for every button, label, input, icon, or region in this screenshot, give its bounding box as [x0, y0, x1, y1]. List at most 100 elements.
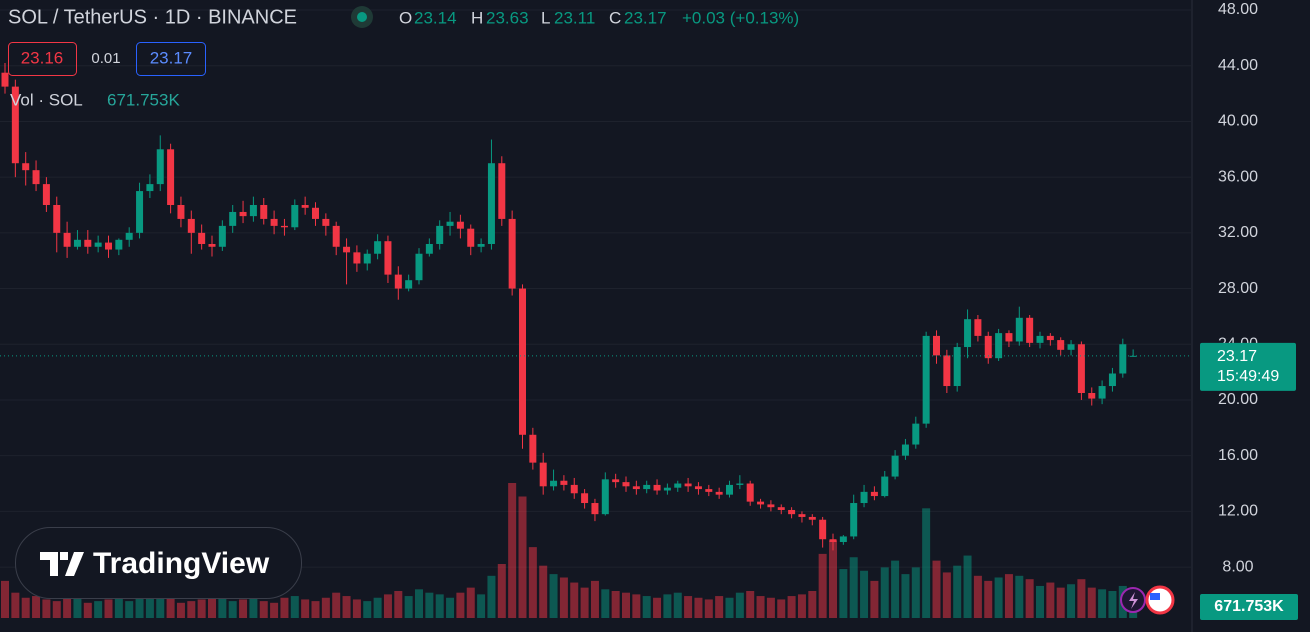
- y-tick-label: 8.00: [1222, 558, 1253, 575]
- candle-body: [301, 204, 309, 208]
- candle-body: [436, 225, 444, 244]
- candle-body: [519, 288, 526, 435]
- candle-body: [32, 170, 40, 185]
- candle-body: [425, 243, 433, 254]
- buy-price[interactable]: 23.17: [150, 48, 193, 67]
- volume-bar: [145, 594, 154, 618]
- volume-bar: [104, 599, 113, 618]
- volume-label-box: [1200, 594, 1298, 620]
- logo-text[interactable]: TradingView: [93, 547, 270, 580]
- volume-bar: [373, 597, 382, 618]
- candle-body: [198, 232, 206, 244]
- volume-bar: [508, 483, 517, 618]
- ohlc-key: L: [541, 8, 550, 27]
- volume-bar: [342, 596, 351, 618]
- volume-bar: [135, 596, 144, 618]
- sell-price[interactable]: 23.16: [21, 48, 64, 67]
- volume-bar: [383, 594, 392, 618]
- volume-bar: [777, 599, 786, 618]
- candle-body: [239, 211, 247, 217]
- volume-bar: [870, 580, 879, 618]
- volume-bar: [797, 594, 806, 618]
- candle-body: [767, 504, 775, 508]
- volume-bar: [1015, 575, 1024, 618]
- status-dot: [357, 12, 367, 22]
- volume-bar: [953, 565, 962, 618]
- volume-bar: [611, 591, 620, 618]
- y-tick-label: 40.00: [1218, 113, 1258, 130]
- volume-bar: [125, 601, 134, 618]
- candle-body: [343, 246, 351, 253]
- symbol-title: SOL / TetherUS · 1D · BINANCE: [8, 6, 297, 28]
- ohlc-key: O: [399, 8, 412, 27]
- candle-body: [777, 507, 785, 510]
- candle-body: [177, 204, 185, 219]
- volume-bar: [114, 597, 123, 618]
- sell-button[interactable]: [8, 42, 77, 76]
- candle-body: [974, 319, 982, 336]
- candle-body: [1, 72, 9, 87]
- price-label: 23.17: [1217, 348, 1257, 365]
- volume-bar: [11, 592, 20, 618]
- volume-bar: [197, 599, 206, 618]
- candle-body: [922, 335, 930, 424]
- candle-body: [912, 423, 920, 445]
- volume-bar: [218, 597, 227, 618]
- candle-body: [1129, 355, 1137, 357]
- countdown: 15:49:49: [1217, 368, 1279, 385]
- candle-body: [1005, 333, 1013, 342]
- candle-body: [560, 480, 568, 485]
- volume-bars: [1, 483, 1138, 618]
- candle-body: [653, 484, 661, 491]
- candle-body: [353, 252, 361, 264]
- candle-body: [674, 483, 682, 488]
- ohlc-value: 23.17: [624, 8, 667, 27]
- volume-bar: [446, 597, 455, 618]
- y-tick-label: 32.00: [1218, 224, 1258, 241]
- volume-bar: [1087, 587, 1096, 618]
- volume-bar: [849, 557, 858, 618]
- volume-bar: [673, 592, 682, 618]
- volume-bar: [83, 602, 92, 618]
- volume-bar: [570, 582, 579, 618]
- ohlc-key: H: [471, 8, 483, 27]
- candle-body: [870, 491, 878, 497]
- candle-body: [394, 274, 402, 289]
- volume-bar: [208, 594, 216, 618]
- candle-body: [498, 163, 506, 219]
- volume-bar: [1004, 574, 1013, 618]
- candle-body: [943, 355, 951, 387]
- candle-body: [291, 204, 299, 228]
- candle-body: [757, 501, 765, 505]
- buy-button[interactable]: [136, 42, 206, 76]
- volume-bar: [994, 577, 1003, 618]
- candle-body: [280, 225, 288, 228]
- candle-body: [94, 242, 102, 247]
- volume-title: Vol · SOL: [10, 90, 83, 109]
- logo-box[interactable]: [15, 527, 302, 599]
- candle-body: [715, 491, 723, 495]
- volume-bar: [52, 601, 61, 618]
- volume-bar: [32, 596, 41, 618]
- ohlc-value: 23.11: [554, 8, 595, 27]
- volume-bar: [187, 601, 196, 618]
- volume-bar: [477, 594, 486, 618]
- candle-body: [891, 455, 899, 477]
- candle-body: [881, 476, 889, 497]
- volume-bar: [249, 596, 258, 618]
- volume-bar: [259, 601, 268, 618]
- volume-bar: [1046, 582, 1055, 618]
- volume-bar: [1098, 589, 1107, 618]
- volume-bar: [704, 599, 713, 618]
- candle-body: [249, 204, 257, 217]
- lightning: [1129, 592, 1138, 609]
- volume-bar: [860, 570, 869, 618]
- volume-bar: [73, 597, 82, 618]
- candle-body: [1036, 335, 1044, 343]
- volume-bar: [694, 597, 703, 618]
- candle-body: [1026, 317, 1034, 343]
- candle-body: [601, 479, 609, 515]
- volume-bar: [156, 589, 165, 618]
- volume-bar: [601, 589, 610, 618]
- candle-body: [146, 184, 154, 192]
